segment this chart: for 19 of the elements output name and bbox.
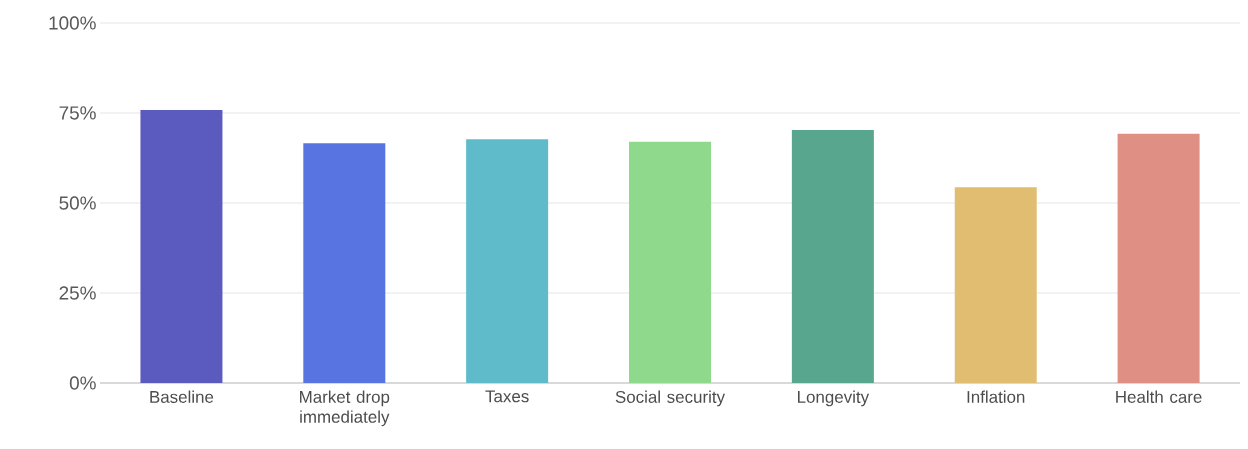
bar [791,129,874,383]
y-tick-label: 50% [59,196,96,210]
x-tick-label: Market drop immediately [300,390,390,427]
bar [954,187,1037,383]
bar [629,141,712,383]
bar [303,143,386,383]
bar [1117,133,1200,383]
y-tick-label: 75% [59,106,96,120]
y-tick-label: 0% [69,376,96,390]
y-tick-label: 25% [59,286,96,300]
x-tick-label: Baseline [150,390,214,403]
y-tick-label: 100% [49,16,96,30]
x-tick-label: Longevity [798,390,870,407]
x-tick-label: Inflation [967,390,1025,403]
x-tick-label: Health care [1116,390,1202,403]
bar [140,110,223,383]
x-tick-label: Social security [615,390,726,407]
bar [466,139,549,383]
x-tick-label: Taxes [485,390,529,403]
